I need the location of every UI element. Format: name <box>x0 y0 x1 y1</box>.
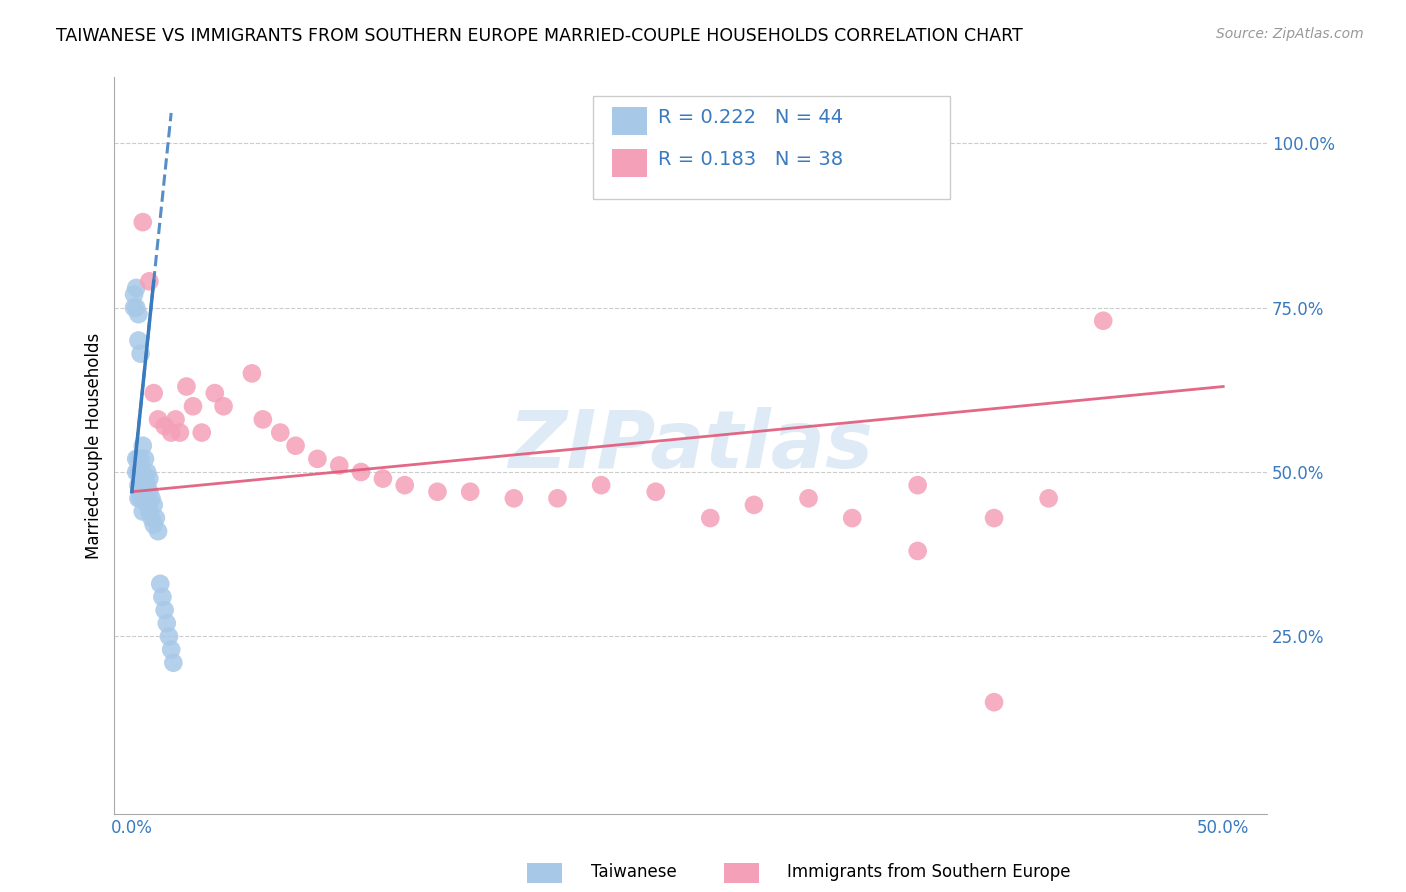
Text: R = 0.222   N = 44: R = 0.222 N = 44 <box>658 109 844 128</box>
Point <box>907 478 929 492</box>
Bar <box>612 107 647 135</box>
Bar <box>612 149 647 177</box>
Text: TAIWANESE VS IMMIGRANTS FROM SOUTHERN EUROPE MARRIED-COUPLE HOUSEHOLDS CORRELATI: TAIWANESE VS IMMIGRANTS FROM SOUTHERN EU… <box>56 27 1024 45</box>
Point <box>122 287 145 301</box>
Point <box>122 301 145 315</box>
Point <box>129 465 152 479</box>
Point <box>983 695 1005 709</box>
Point <box>547 491 569 506</box>
Point <box>136 465 159 479</box>
Point <box>1038 491 1060 506</box>
Point <box>458 484 481 499</box>
Point <box>129 346 152 360</box>
Point <box>160 425 183 440</box>
Point <box>269 425 291 440</box>
Point <box>797 491 820 506</box>
Point <box>394 478 416 492</box>
Point <box>127 451 149 466</box>
Point <box>591 478 613 492</box>
Point <box>841 511 863 525</box>
Point <box>132 215 155 229</box>
Text: R = 0.183   N = 38: R = 0.183 N = 38 <box>658 151 844 169</box>
Point <box>983 511 1005 525</box>
FancyBboxPatch shape <box>593 95 950 199</box>
Point <box>350 465 373 479</box>
Point <box>127 307 149 321</box>
Point <box>146 412 169 426</box>
Point <box>240 367 263 381</box>
Point <box>125 281 148 295</box>
Point <box>371 472 394 486</box>
Point <box>742 498 765 512</box>
Point <box>134 472 156 486</box>
Point <box>127 478 149 492</box>
Point <box>165 412 187 426</box>
Point <box>181 399 204 413</box>
Point <box>142 386 165 401</box>
Point <box>127 465 149 479</box>
Point <box>162 656 184 670</box>
Point <box>157 629 180 643</box>
Point <box>145 511 167 525</box>
Point <box>138 504 160 518</box>
Point <box>132 465 155 479</box>
Point <box>644 484 666 499</box>
Point <box>129 451 152 466</box>
Point <box>153 419 176 434</box>
Point <box>132 439 155 453</box>
Point <box>134 484 156 499</box>
Point <box>141 491 163 506</box>
Point <box>156 616 179 631</box>
Point <box>138 472 160 486</box>
Point <box>169 425 191 440</box>
Point <box>426 484 449 499</box>
Point <box>125 465 148 479</box>
Point <box>127 491 149 506</box>
Point <box>125 451 148 466</box>
Point <box>136 478 159 492</box>
Point <box>204 386 226 401</box>
Point <box>190 425 212 440</box>
Point <box>138 274 160 288</box>
Text: ZIPatlas: ZIPatlas <box>508 407 873 484</box>
Point <box>502 491 524 506</box>
Point <box>176 379 198 393</box>
Point <box>134 451 156 466</box>
Point <box>212 399 235 413</box>
Point <box>907 544 929 558</box>
Point <box>132 478 155 492</box>
Point <box>160 642 183 657</box>
Point <box>152 590 174 604</box>
Point <box>138 484 160 499</box>
Point <box>141 511 163 525</box>
Point <box>127 334 149 348</box>
Point <box>125 301 148 315</box>
Text: Immigrants from Southern Europe: Immigrants from Southern Europe <box>787 863 1071 881</box>
Point <box>129 491 152 506</box>
Point <box>328 458 350 473</box>
Point <box>699 511 721 525</box>
Point <box>132 504 155 518</box>
Point <box>153 603 176 617</box>
Point <box>142 498 165 512</box>
Point <box>129 478 152 492</box>
Text: Taiwanese: Taiwanese <box>591 863 676 881</box>
Point <box>307 451 329 466</box>
Text: Source: ZipAtlas.com: Source: ZipAtlas.com <box>1216 27 1364 41</box>
Point <box>132 491 155 506</box>
Point <box>142 517 165 532</box>
Point <box>146 524 169 539</box>
Point <box>284 439 307 453</box>
Point <box>252 412 274 426</box>
Point <box>1092 314 1115 328</box>
Point <box>136 498 159 512</box>
Y-axis label: Married-couple Households: Married-couple Households <box>86 333 103 559</box>
Point <box>149 577 172 591</box>
